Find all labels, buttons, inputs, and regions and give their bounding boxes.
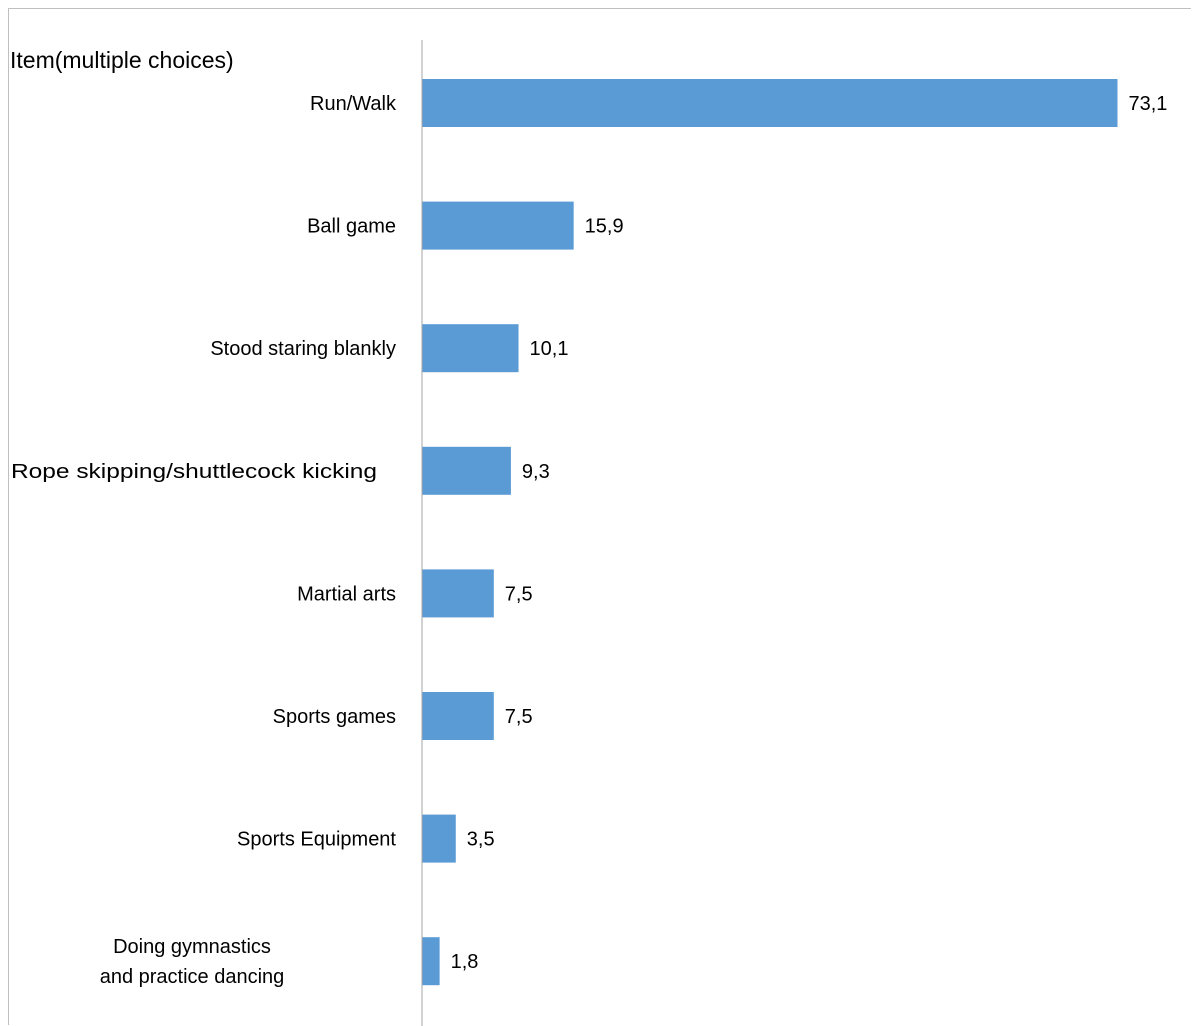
category-label-line: Doing gymnastics: [113, 936, 271, 958]
bar: [423, 692, 494, 740]
category-label: Doing gymnastics and practice dancing: [100, 936, 285, 988]
bar-value-label: 7,5: [505, 706, 533, 728]
bar-value-label: 15,9: [585, 216, 624, 238]
bar-value-label: 10,1: [530, 338, 569, 360]
bar: [423, 937, 440, 985]
category-label: Sports games: [273, 706, 396, 728]
category-label: Ball game: [307, 216, 396, 238]
category-label: Stood staring blankly: [210, 338, 396, 360]
bar: [423, 447, 511, 495]
bars-group: [423, 79, 1118, 985]
bar: [423, 79, 1118, 127]
bar: [423, 815, 456, 863]
category-label: Martial arts: [297, 583, 396, 605]
category-label: Sports Equipment: [237, 829, 396, 851]
bar-value-label: 1,8: [451, 951, 479, 973]
category-label: Rope skipping/shuttlecock kicking: [11, 461, 377, 483]
chart-title: Item(multiple choices): [10, 47, 234, 73]
bar-value-label: 3,5: [467, 829, 495, 851]
bar: [423, 324, 519, 372]
bar: [423, 202, 574, 250]
bar-value-label: 7,5: [505, 583, 533, 605]
category-label: Run/Walk: [310, 93, 397, 115]
category-label-line: and practice dancing: [100, 966, 285, 988]
bar-value-label: 9,3: [522, 461, 550, 483]
category-labels-group: Run/Walk Ball game Stood staring blankly Ro…: [11, 93, 397, 988]
bar: [423, 569, 494, 617]
bar-value-label: 73,1: [1129, 93, 1168, 115]
